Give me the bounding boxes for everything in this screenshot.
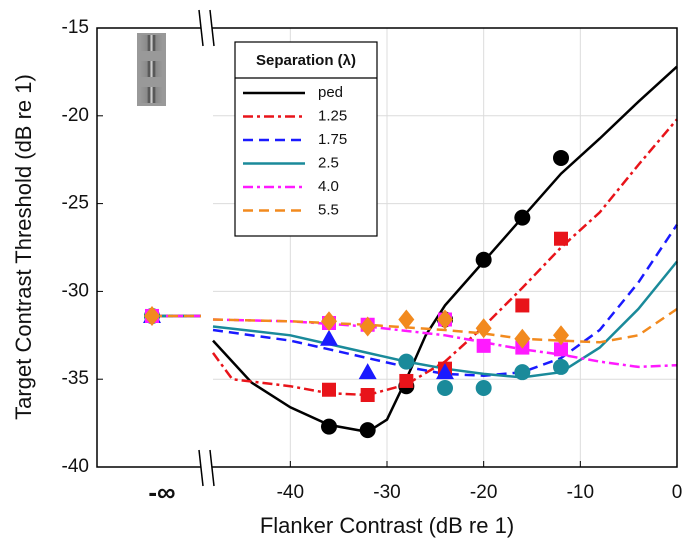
x-tick-label: -20 [470, 482, 497, 503]
markers [143, 149, 569, 439]
x-tick-label: -10 [567, 482, 594, 503]
axis-break-gap [201, 10, 212, 490]
y-tick-label: -15 [62, 17, 89, 38]
y-tick-label: -25 [62, 193, 89, 214]
marker [398, 309, 415, 330]
legend-label: 2.5 [318, 154, 339, 171]
marker [322, 382, 336, 397]
marker [475, 379, 492, 396]
marker [475, 251, 492, 268]
marker [399, 373, 414, 388]
marker [358, 363, 377, 380]
legend-label: ped [318, 84, 343, 101]
x-tick-label: -40 [277, 482, 304, 503]
marker [514, 209, 531, 226]
y-tick-label: -40 [62, 456, 89, 477]
marker [553, 149, 569, 166]
axis-break [209, 9, 215, 47]
axis-break [209, 449, 215, 487]
marker [359, 316, 376, 337]
curves [152, 65, 679, 434]
marker [437, 309, 453, 330]
marker [321, 418, 337, 435]
legend-box [234, 41, 378, 237]
marker [144, 305, 160, 326]
legend-label: 5.5 [318, 201, 339, 218]
legend-label: 1.75 [318, 131, 347, 148]
axis-break [198, 9, 204, 47]
plot-frame [96, 27, 678, 468]
marker [360, 388, 375, 403]
gabor-patch [140, 87, 163, 103]
legend: Separation (λ) ped 1.25 1.75 2.5 4.0 5.5 [234, 41, 378, 237]
marker [553, 325, 569, 346]
y-tick-label: -20 [62, 105, 89, 126]
fit-curve [211, 118, 678, 397]
marker [554, 342, 568, 357]
marker [437, 379, 453, 396]
legend-label: 4.0 [318, 178, 339, 195]
marker [476, 338, 491, 353]
x-axis-title: Flanker Contrast (dB re 1) [260, 513, 514, 538]
marker [514, 364, 531, 381]
x-tick-label: -∞ [148, 477, 175, 507]
marker [398, 353, 415, 370]
legend-title: Separation (λ) [256, 52, 356, 69]
marker [515, 298, 530, 313]
frame [96, 9, 678, 490]
x-tick-label: 0 [672, 482, 683, 503]
x-tick-label: -30 [373, 482, 400, 503]
axis-break [198, 449, 204, 487]
stimulus-inset [137, 33, 166, 106]
marker [514, 328, 531, 349]
legend-label: 1.25 [318, 107, 347, 124]
y-tick-label: -35 [62, 368, 89, 389]
fit-curve [212, 224, 679, 377]
grid [97, 27, 678, 468]
gabor-patch [140, 61, 163, 77]
marker [553, 358, 569, 375]
marker [436, 363, 454, 380]
marker [321, 311, 337, 332]
marker [475, 318, 492, 339]
y-axis-title: Target Contrast Threshold (dB re 1) [11, 74, 36, 420]
marker [359, 422, 376, 439]
y-tick-label: -30 [62, 280, 89, 301]
gabor-patch [140, 35, 163, 51]
marker [554, 231, 568, 246]
marker [320, 329, 338, 346]
fit-curve [212, 65, 678, 434]
